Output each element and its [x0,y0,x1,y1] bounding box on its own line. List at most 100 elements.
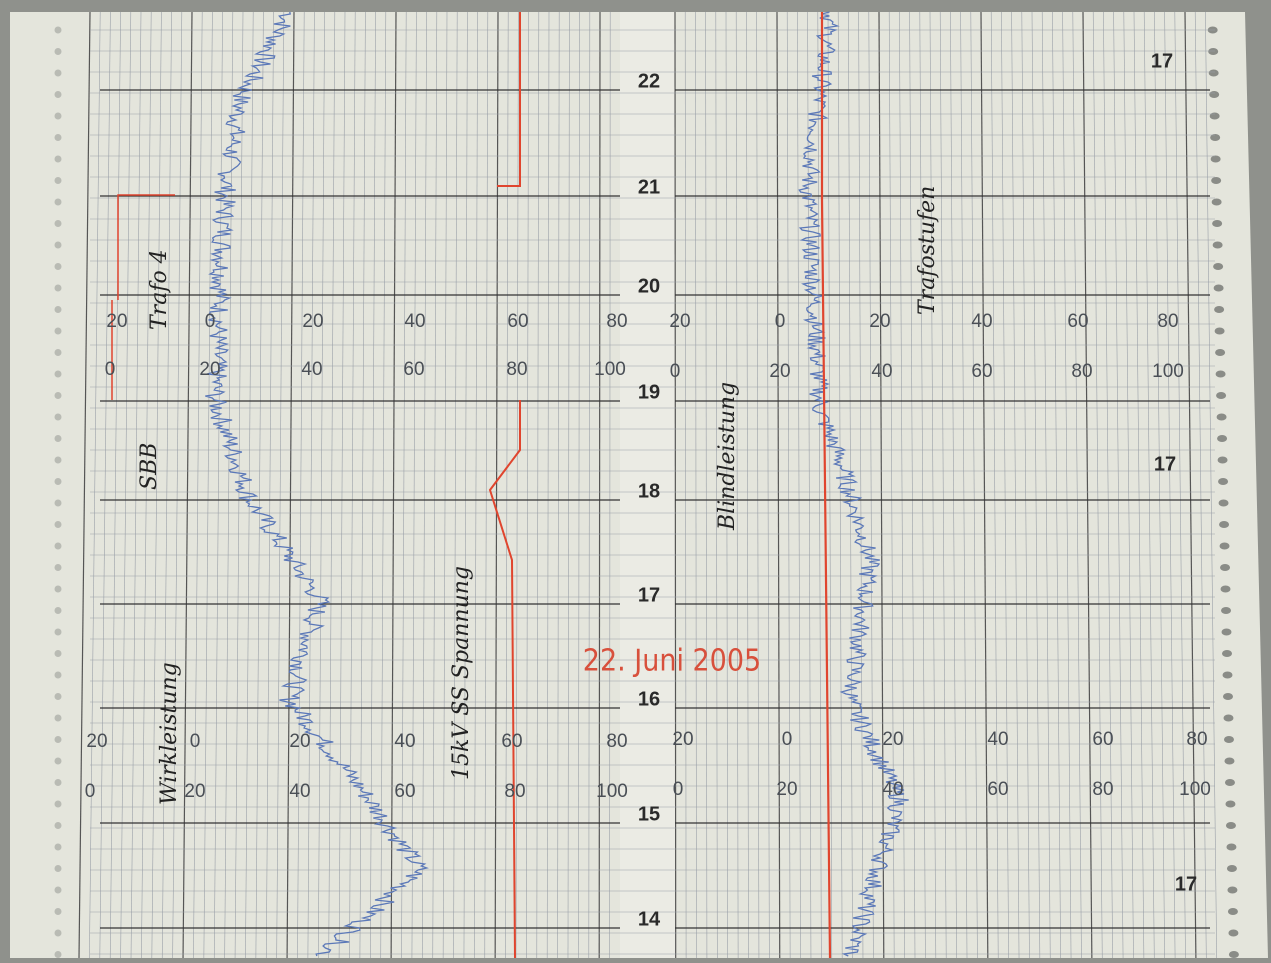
major-grid-line [675,12,676,958]
scale-label: 20 [776,779,797,800]
hour-label: 15 [638,803,660,825]
scale-label: 20 [199,359,220,380]
sprocket-hole [55,801,62,808]
scale-label: 60 [403,359,424,380]
scale-label: 100 [1152,361,1184,382]
scale-label: 40 [882,779,903,800]
sprocket-hole [55,887,62,894]
sprocket-hole [55,48,62,55]
sprocket-hole [55,435,62,442]
sprocket-hole [1228,908,1238,915]
scale-label: 0 [190,731,201,752]
scale-label: 0 [782,729,793,750]
scale-label: 40 [301,359,322,380]
scale-label: 20 [672,729,693,750]
annotation: 15kV SS Spannung [449,566,474,780]
sprocket-hole [55,414,62,421]
scale-label: 0 [673,779,684,800]
sprocket-hole [1216,371,1226,378]
sprocket-hole [1225,779,1235,786]
sprocket-hole [55,263,62,270]
major-grid-line [599,12,600,958]
scale-label: 60 [1067,311,1088,332]
sprocket-hole [1219,521,1229,528]
sprocket-hole [55,564,62,571]
sprocket-hole [1220,543,1230,550]
sprocket-hole [55,478,62,485]
scale-label: 80 [504,781,525,802]
hour-label: 22 [638,70,660,92]
sprocket-hole [55,285,62,292]
sprocket-hole [1221,586,1231,593]
sprocket-hole [55,156,62,163]
sprocket-hole [55,930,62,937]
page-number: 17 [1154,453,1176,475]
sprocket-hole [1227,887,1237,894]
sprocket-hole [55,328,62,335]
sprocket-hole [1220,564,1230,571]
sprocket-hole [1223,693,1233,700]
sprocket-hole [1213,263,1223,270]
scale-label: 0 [670,361,681,382]
sprocket-hole [55,199,62,206]
sprocket-hole [1210,113,1220,120]
sprocket-hole [55,521,62,528]
sprocket-hole [1212,199,1222,206]
scale-label: 20 [289,731,310,752]
hour-label: 17 [638,584,660,606]
sprocket-hole [1225,801,1235,808]
sprocket-hole [1226,822,1236,829]
scale-label: 60 [507,311,528,332]
sprocket-hole [1209,70,1219,77]
scale-label: 20 [302,311,323,332]
sprocket-hole [1228,930,1238,937]
scale-label: 20 [769,361,790,382]
scale-label: 100 [596,781,628,802]
scale-label: 80 [1186,729,1207,750]
sprocket-hole [1229,951,1239,958]
sprocket-hole [1212,220,1222,227]
annotation: Trafostufen [915,186,940,315]
sprocket-hole [55,392,62,399]
sprocket-hole [1223,672,1233,679]
sprocket-hole [55,586,62,593]
sprocket-hole [55,629,62,636]
scale-label: 0 [105,359,116,380]
sprocket-hole [1222,629,1232,636]
scale-label: 60 [1092,729,1113,750]
sprocket-hole [1218,457,1228,464]
scale-label: 0 [775,311,786,332]
sprocket-hole [55,543,62,550]
sprocket-hole [55,865,62,872]
sprocket-hole [55,758,62,765]
sprocket-hole [55,70,62,77]
scale-label: 80 [1071,361,1092,382]
scale-label: 40 [289,781,310,802]
sprocket-hole [55,371,62,378]
sprocket-hole [1222,650,1232,657]
hour-label: 18 [638,480,660,502]
page-number: 17 [1175,873,1197,895]
scale-label: 80 [606,731,627,752]
sprocket-hole [55,908,62,915]
sprocket-hole [55,500,62,507]
sprocket-hole [55,177,62,184]
sprocket-hole [55,715,62,722]
sprocket-hole [1226,844,1236,851]
scale-label: 0 [85,781,96,802]
annotation: Wirkleistung [157,662,182,805]
scale-label: 80 [506,359,527,380]
scale-label: 60 [394,781,415,802]
sprocket-hole [1223,715,1233,722]
sprocket-hole [1219,500,1229,507]
scale-label: 100 [1179,779,1211,800]
sprocket-hole [55,242,62,249]
sprocket-hole [1209,91,1219,98]
sprocket-hole [1217,414,1227,421]
sprocket-hole [1215,328,1225,335]
scale-label: 80 [606,311,627,332]
sprocket-hole [1214,306,1224,313]
sprocket-hole [1215,349,1225,356]
sprocket-hole [1211,177,1221,184]
hour-label: 20 [638,275,660,297]
